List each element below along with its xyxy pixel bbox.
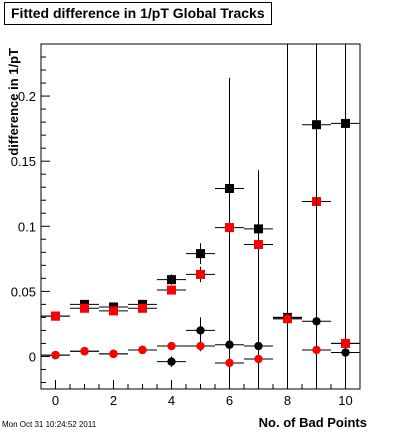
data-point-square bbox=[109, 306, 118, 316]
x-tick-label: 2 bbox=[110, 393, 117, 408]
data-point-circle bbox=[341, 339, 350, 348]
data-point-square bbox=[196, 249, 205, 259]
series-layer bbox=[41, 44, 360, 389]
data-point-circle bbox=[138, 345, 147, 355]
data-point-circle bbox=[341, 348, 350, 357]
data-point-circle bbox=[80, 347, 89, 356]
data-point-circle bbox=[254, 354, 263, 364]
data-point-circle bbox=[225, 358, 234, 368]
data-point-circle bbox=[196, 341, 205, 351]
timestamp: Mon Oct 31 10:24:52 2011 bbox=[2, 420, 97, 429]
y-tick-label: 0 bbox=[29, 349, 36, 364]
data-point-square bbox=[138, 303, 147, 313]
data-point-square bbox=[254, 239, 263, 249]
y-tick-label: 0.2 bbox=[18, 89, 36, 104]
x-tick-label: 8 bbox=[284, 393, 291, 408]
x-tick-label: 0 bbox=[52, 393, 59, 408]
data-point-circle bbox=[254, 341, 263, 351]
data-point-circle bbox=[109, 349, 118, 359]
data-point-square bbox=[225, 223, 234, 233]
data-point-square bbox=[167, 275, 176, 285]
data-point-circle bbox=[225, 340, 234, 349]
x-axis: 0 2 4 6 8 10 bbox=[40, 380, 361, 408]
data-point-square bbox=[167, 285, 176, 295]
y-tick-label: 0.05 bbox=[11, 284, 36, 299]
data-point-square bbox=[51, 311, 60, 321]
x-tick-label: 6 bbox=[226, 393, 233, 408]
data-point-circle bbox=[196, 326, 205, 335]
x-tick-label: 10 bbox=[338, 393, 352, 408]
data-point-circle bbox=[167, 341, 176, 351]
data-point-circle bbox=[283, 314, 292, 323]
data-point-circle bbox=[312, 317, 321, 326]
data-point-circle bbox=[312, 345, 321, 355]
y-axis-label: difference in 1/pT bbox=[6, 48, 21, 156]
x-tick-label: 4 bbox=[168, 393, 175, 408]
y-tick-label: 0.15 bbox=[11, 154, 36, 169]
series-4 bbox=[41, 314, 360, 371]
series-3 bbox=[41, 44, 360, 389]
data-point-circle bbox=[51, 350, 60, 360]
data-point-square bbox=[80, 303, 89, 313]
x-axis-label: No. of Bad Points bbox=[259, 415, 367, 430]
data-point-circle bbox=[167, 357, 176, 366]
data-point-square bbox=[196, 269, 205, 279]
chart-title: Fitted difference in 1/pT Global Tracks bbox=[4, 2, 272, 25]
y-tick-label: 0.1 bbox=[18, 219, 36, 234]
y-axis: 0 0.05 0.1 0.15 0.2 bbox=[11, 43, 50, 383]
